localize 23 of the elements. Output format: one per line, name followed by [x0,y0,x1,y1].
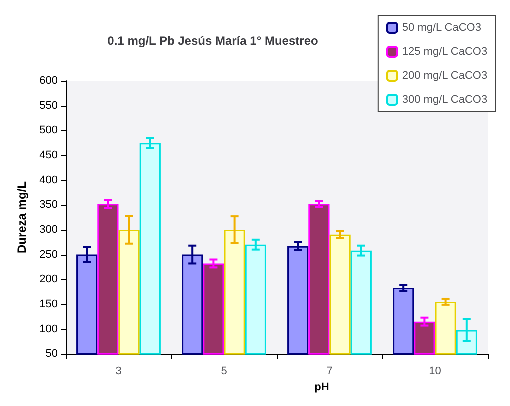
legend-label: 300 mg/L CaCO3 [402,94,488,106]
y-axis-title: Dureza mg/L [15,182,29,254]
y-tick-label: 400 [40,174,58,186]
y-tick-label: 600 [40,75,58,87]
x-tick-label: 5 [221,366,228,378]
x-tick-label: 10 [429,366,442,378]
legend-label: 50 mg/L CaCO3 [402,22,482,34]
x-tick-label: 3 [116,366,122,378]
legend-label: 200 mg/L CaCO3 [402,70,488,82]
y-tick-label: 500 [40,124,58,137]
x-tick-label: 7 [326,366,333,378]
y-tick-label: 150 [40,298,58,310]
y-tick-label: 300 [40,224,58,236]
y-tick-label: 250 [40,248,58,261]
y-tick-label: 350 [40,199,58,212]
y-tick-label: 50 [46,348,58,360]
x-axis-title: pH [314,382,330,394]
y-tick-label: 100 [40,323,58,336]
legend-label: 125 mg/L CaCO3 [402,46,488,58]
y-tick-label: 200 [40,274,58,286]
y-tick-label: 550 [40,100,58,112]
y-tick-label: 450 [40,149,58,162]
chart-title: 0.1 mg/L Pb Jesús María 1° Muestreo [108,34,318,48]
